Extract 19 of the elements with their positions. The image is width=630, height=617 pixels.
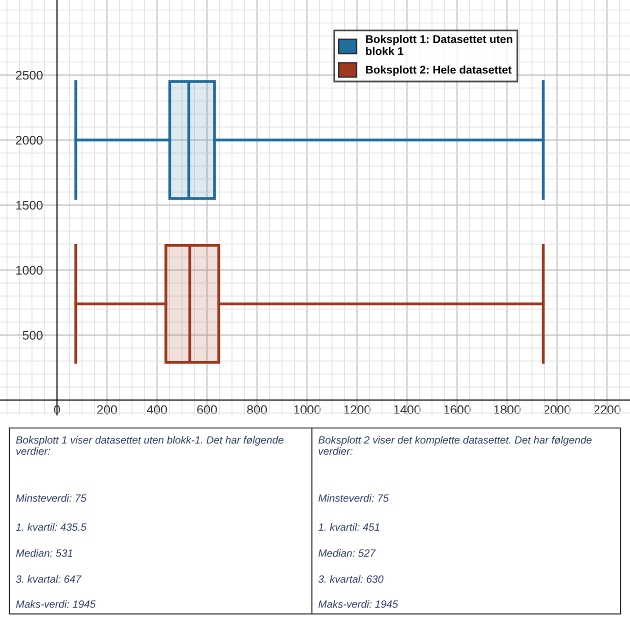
y-tick-label: 1000 [16, 266, 43, 275]
text: Maks-verdi: 1945 [318, 600, 398, 608]
text: Boksplott 1 viser datasettet uten blokk-1. Det har følgende verdier: [16, 436, 284, 455]
text: 1. kvartil: 451 [318, 523, 380, 531]
text: Median: 527 [318, 549, 376, 557]
y-tick-label: 1500 [16, 200, 43, 210]
legend-label: Boksplott 1: Datasettet uten blokk 1 [366, 34, 512, 56]
text: Median: 531 [16, 549, 72, 557]
text: Boksplott 2 viser det komplette datasettet. Det har følgende verdier: [318, 436, 592, 455]
text: Minsteverdi: 75 [16, 494, 86, 502]
y-tick-label: 2000 [16, 136, 43, 145]
text: 3. kvartal: 647 [16, 575, 82, 583]
y-tick-label: 2500 [16, 70, 43, 80]
text: 3. kvartal: 630 [318, 575, 384, 583]
text: Minsteverdi: 75 [318, 494, 389, 502]
y-tick-label: 500 [22, 330, 43, 340]
legend-label: Boksplott 2: Hele datasettet [366, 66, 512, 76]
text: 1. kvartil: 435.5 [16, 523, 86, 531]
text: Maks-verdi: 1945 [16, 600, 96, 608]
